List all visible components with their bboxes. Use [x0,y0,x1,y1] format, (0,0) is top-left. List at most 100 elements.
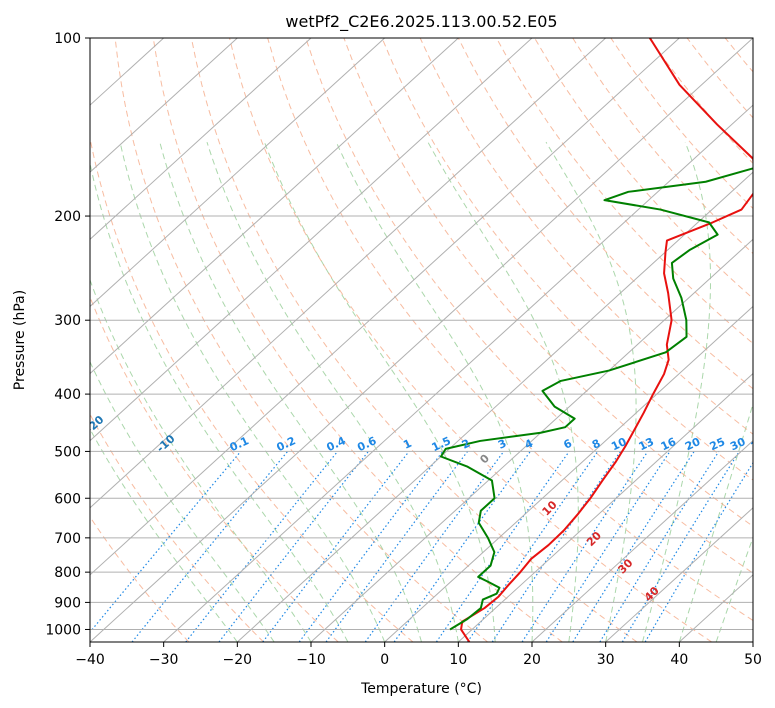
mixing-ratio-line [491,451,621,642]
x-tick-label: −20 [223,652,253,668]
moist-adiabat [264,141,496,642]
isotherm-line [90,38,312,241]
dry-adiabat [724,38,753,73]
x-axis-label: Temperature (°C) [360,681,482,697]
moist-adiabat-label: 20 [584,529,604,549]
moist-adiabat-label: 30 [615,556,635,576]
moist-adiabat-label: 0 [477,451,492,466]
mixing-ratio-label: 6 [561,437,574,452]
y-tick-label: 1000 [45,622,81,638]
dry-adiabat [534,38,753,300]
isotherm-line [90,38,459,375]
mixing-ratio-line [185,451,339,642]
x-tick-label: 0 [380,652,389,668]
dry-adiabat [90,516,190,642]
y-tick-label: 400 [54,387,81,403]
x-tick-label: −30 [149,652,179,668]
dry-adiabat [610,38,753,210]
y-tick-label: 700 [54,531,81,547]
isotherm-line [90,38,238,173]
dry-adiabat [763,38,775,642]
moist-adiabat [642,141,712,642]
plot-area: 0.10.20.40.611.52346810131620253036-100-… [83,38,775,642]
isotherm-line [90,38,533,442]
series-lines [439,38,753,642]
mixing-ratio-label: 25 [708,435,727,453]
dry-adiabat [572,38,753,255]
mixing-ratio-label: 13 [637,435,656,453]
isotherm-line [90,38,607,509]
y-tick-label: 800 [54,565,81,581]
isotherm-line [531,439,753,642]
mixing-ratio-label: 1 [401,437,413,452]
isotherm-line [384,305,753,642]
mixing-ratio-line [298,451,444,642]
isotherm-line [605,507,753,642]
isotherm-line [163,104,753,642]
x-tick-label: 30 [597,652,615,668]
dry-adiabat-label: -20 [83,413,107,436]
isotherm-line [310,238,753,642]
mixing-ratio-label: 2 [460,437,472,452]
y-tick-label: 100 [54,31,81,47]
moist-adiabat [335,141,534,642]
dry-adiabat [305,38,753,574]
mixing-ratio-line [545,451,671,642]
mixing-ratio-line [621,451,740,642]
dry-adiabat [152,38,563,642]
dry-adiabats [90,38,775,642]
mixing-ratio-label: 36 [749,435,769,453]
mixing-ratio-lines [90,451,753,642]
isotherm-line [752,641,753,642]
mixing-ratio-line [521,451,649,642]
x-tick-label: 20 [523,652,541,668]
isotherm-line [457,372,753,642]
y-tick-label: 500 [54,444,81,460]
x-tick-label: 40 [670,652,688,668]
mixing-ratio-label: 30 [728,435,748,453]
mixing-ratio-label: 20 [683,435,703,453]
mixing-ratio-line [435,451,570,642]
grid-lines [90,38,753,642]
mixing-ratio-line [131,451,289,642]
mixing-ratio-label: 3 [496,437,508,452]
isotherm-line [236,171,753,642]
x-tick-label: −40 [75,652,105,668]
dry-adiabat [114,38,488,642]
y-tick-label: 900 [54,595,81,611]
dewpoint-profile-line [439,167,753,631]
dry-adiabat [495,38,753,345]
y-tick-label: 600 [54,491,81,507]
x-tick-label: 50 [744,652,762,668]
mixing-ratio-line [218,451,369,642]
mixing-ratio-line [364,451,505,642]
dry-adiabat [267,38,753,622]
dry-adiabat [190,38,638,642]
moist-adiabat [678,402,753,642]
mixing-ratio-line [325,451,469,642]
y-axis-label: Pressure (hPa) [12,290,28,390]
isotherm-line [90,38,753,642]
isotherm-line [90,38,386,308]
mixing-ratio-line [467,451,599,642]
dry-adiabat [90,295,339,642]
x-tick-label: 10 [449,652,467,668]
moist-adiabat [90,428,238,642]
dry-adiabat [457,38,753,390]
dry-adiabat [686,38,753,119]
dry-adiabat [90,135,414,642]
moist-adiabat [206,141,459,642]
x-tick-label: −10 [296,652,326,668]
moist-adiabat [119,142,386,642]
y-tick-label: 300 [54,313,81,329]
mixing-ratio-label: 10 [609,435,629,453]
mixing-ratio-label: 16 [659,435,679,453]
isotherm-line [90,38,680,576]
y-axis-ticks: 100 200 300 400 500 600 700 800 900 1000 [45,31,90,638]
moist-adiabat [90,278,312,642]
y-tick-label: 200 [54,209,81,225]
dry-adiabat [381,38,753,481]
dry-adiabat [90,413,264,642]
mixing-ratio-line [599,451,720,642]
chart-title: wetPf2_C2E6.2025.113.00.52.E05 [285,12,557,32]
